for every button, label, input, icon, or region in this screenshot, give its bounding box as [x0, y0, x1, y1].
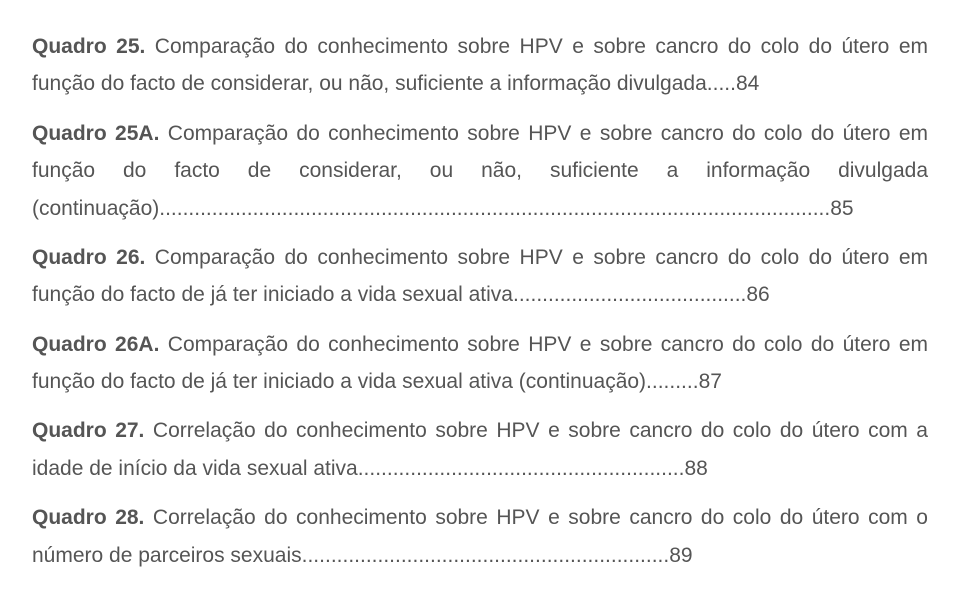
- entry-text: Comparação do conhecimento sobre HPV e s…: [32, 35, 928, 95]
- entry-leader: ........................................: [513, 283, 746, 306]
- entry-leader: ........................................…: [358, 457, 685, 480]
- entry-leader: ........................................…: [302, 544, 670, 567]
- entry-leader: .........: [646, 370, 699, 393]
- entry-label: Quadro 26.: [32, 246, 145, 269]
- entry-page: 87: [699, 370, 722, 393]
- entry-leader: ........................................…: [159, 197, 830, 220]
- entry-label: Quadro 25A.: [32, 122, 159, 145]
- toc-entry: Quadro 28. Correlação do conhecimento so…: [32, 499, 928, 574]
- toc-entry: Quadro 25A. Comparação do conhecimento s…: [32, 115, 928, 227]
- entry-label: Quadro 28.: [32, 506, 144, 529]
- entry-text: Comparação do conhecimento sobre HPV e s…: [32, 333, 928, 393]
- toc-entry: Quadro 26. Comparação do conhecimento so…: [32, 239, 928, 314]
- entry-leader: .....: [707, 72, 736, 95]
- entry-page: 85: [830, 197, 853, 220]
- entry-label: Quadro 26A.: [32, 333, 159, 356]
- entry-label: Quadro 25.: [32, 35, 145, 58]
- toc-entry: Quadro 26A. Comparação do conhecimento s…: [32, 326, 928, 401]
- toc-entry: Quadro 27. Correlação do conhecimento so…: [32, 412, 928, 487]
- entry-text: Comparação do conhecimento sobre HPV e s…: [32, 246, 928, 306]
- entry-page: 88: [684, 457, 707, 480]
- entry-label: Quadro 27.: [32, 419, 144, 442]
- entry-page: 86: [746, 283, 769, 306]
- entry-page: 89: [669, 544, 692, 567]
- toc-entry: Quadro 25. Comparação do conhecimento so…: [32, 28, 928, 103]
- entry-page: 84: [736, 72, 759, 95]
